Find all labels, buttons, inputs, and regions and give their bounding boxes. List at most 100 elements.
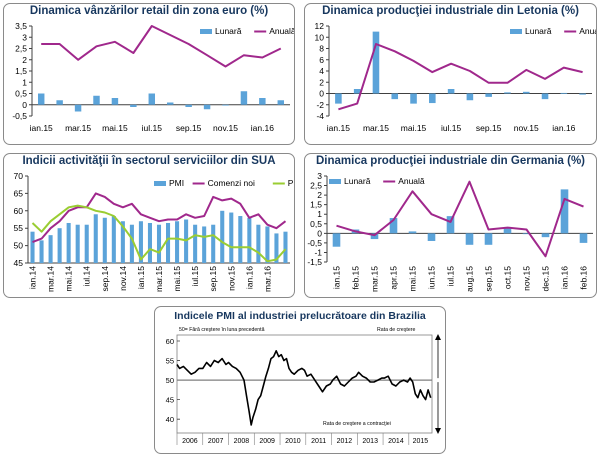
bar	[37, 93, 45, 105]
bar	[203, 104, 211, 110]
x-tick-label: feb.16	[579, 266, 589, 290]
legend-label: Lunară	[525, 26, 552, 36]
x-tick-label: mar.15	[370, 266, 380, 292]
bar	[185, 104, 192, 107]
x-tick-label: ian.16	[560, 266, 570, 289]
y-tick-label: 50	[166, 376, 174, 385]
x-tick-label: 2011	[311, 438, 326, 445]
legend-label: PMI	[169, 178, 184, 188]
bar	[56, 100, 63, 105]
bar	[229, 212, 234, 263]
bar	[240, 91, 248, 105]
bar	[446, 216, 455, 234]
x-tick-label: 2010	[285, 438, 301, 445]
y-tick-label: -2	[316, 100, 324, 110]
bar	[147, 222, 152, 263]
series-line	[336, 180, 584, 258]
x-tick-label: mar.14	[46, 266, 56, 292]
x-tick-label: feb.15	[351, 266, 361, 290]
bar	[48, 235, 53, 263]
bar	[256, 224, 261, 263]
y-tick-label: 0	[317, 228, 322, 238]
bar	[429, 93, 436, 104]
x-tick-label: mai.14	[64, 266, 74, 292]
x-tick-label: iul.15	[446, 266, 456, 287]
y-tick-label: 12	[315, 21, 325, 31]
y-tick-label: 2	[319, 77, 324, 87]
x-tick-label: 2015	[413, 438, 429, 445]
y-tick-label: 1,5	[15, 66, 27, 76]
x-tick-label: 2012	[337, 438, 353, 445]
bar	[466, 93, 474, 101]
note-contraction-rate: Rata de creştere a contracţiei	[323, 421, 391, 427]
bar	[166, 102, 174, 105]
y-tick-label: 45	[166, 396, 174, 405]
x-tick-label: sep.15	[476, 123, 502, 133]
y-tick-label: 3	[317, 171, 322, 181]
y-tick-label: -1	[314, 247, 322, 257]
bar	[211, 224, 216, 263]
bar	[410, 93, 417, 104]
x-tick-label: 2006	[182, 438, 198, 445]
x-tick-label: 2013	[362, 438, 378, 445]
y-tick-label: 65	[14, 188, 24, 198]
bar	[247, 217, 252, 263]
y-tick-label: 70	[14, 171, 24, 181]
chart-industrial-germany: -1,5-1-0,500,511,522,53 ian.15 feb.15 mar.1…	[307, 171, 593, 292]
y-tick-label: 50	[14, 241, 24, 251]
y-tick-label: 4	[319, 66, 324, 76]
x-tick-label: mai.15	[102, 123, 128, 133]
y-tick-label: 6	[319, 55, 324, 65]
x-tick-label: 2008	[234, 438, 250, 445]
bar	[175, 221, 180, 263]
x-tick-label: 2014	[388, 438, 404, 445]
bar	[504, 92, 511, 94]
bar	[353, 89, 361, 94]
x-tick-label: ian.15	[136, 266, 146, 289]
bar	[202, 226, 207, 263]
legend-label: Preţuri	[288, 178, 295, 188]
y-tick-label: 55	[14, 223, 24, 233]
bar	[485, 93, 492, 97]
x-tick-label: mar.16	[262, 266, 272, 292]
bar	[138, 221, 143, 263]
x-tick-label: iul.15	[441, 123, 462, 133]
x-tick-label: aug.15	[465, 266, 475, 292]
chart-title: Indicii activităţii în sectorul servicii…	[22, 155, 276, 167]
legend-swatch-bar	[329, 179, 341, 184]
bar	[93, 95, 100, 105]
legend-label: Lunară	[344, 176, 371, 186]
chart-title: Dinamica producţiei industriale din Leto…	[322, 5, 579, 17]
y-tick-label: 0	[22, 100, 27, 110]
bar	[220, 210, 225, 263]
chart-title: Dinamica producţiei industriale din Germ…	[315, 155, 586, 167]
bar	[579, 233, 588, 243]
x-tick-label: iul.15	[142, 123, 163, 133]
note-growth-rate: Rata de creştere	[377, 327, 415, 333]
chart-panel-pmi-brazil: Indicele PMI al industriei prelucrătoare…	[154, 306, 446, 454]
arrow-up-icon	[435, 334, 441, 340]
bar	[111, 98, 119, 105]
legend-swatch-bar	[154, 181, 166, 186]
bar	[238, 216, 243, 263]
bar	[193, 224, 198, 263]
bar	[57, 228, 62, 263]
x-tick-label: mar.15	[154, 266, 164, 292]
series-line	[32, 192, 287, 244]
bar	[503, 227, 512, 234]
chart-services-usa: 45 50 55 60 65 70 ian.14 mar.14 mai.14 iul.14 sep.…	[14, 171, 295, 292]
y-tick-label: 0,5	[15, 89, 27, 99]
x-tick-label: mar.15	[363, 123, 389, 133]
x-tick-label: mai.15	[408, 266, 418, 292]
bar	[484, 233, 493, 245]
chart-panel-retail-euro: Dinamica vânzărilor retail din zona euro…	[3, 3, 295, 145]
x-tick-label: 2009	[259, 438, 275, 445]
bar	[370, 233, 379, 240]
y-tick-label: 3,5	[15, 21, 27, 31]
bar	[75, 224, 80, 263]
y-tick-label: 8	[319, 44, 324, 54]
y-tick-label: 2	[22, 55, 27, 65]
plot-frame	[176, 334, 433, 434]
y-tick-label: 60	[166, 337, 174, 346]
